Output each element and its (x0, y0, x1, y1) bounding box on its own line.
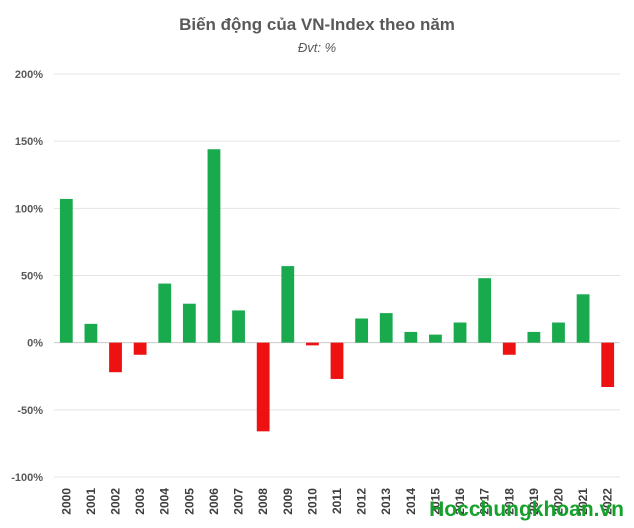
x-category-label: 2002 (109, 488, 123, 515)
x-category-label: 2019 (527, 488, 541, 515)
bar-2001 (84, 323, 98, 343)
x-category-label: 2016 (453, 488, 467, 515)
y-tick-label: 100% (15, 203, 43, 215)
x-category-label: 2009 (281, 488, 295, 515)
bar-2019 (527, 331, 541, 343)
bar-2021 (576, 294, 590, 343)
x-category-label: 2007 (232, 488, 246, 515)
bar-2004 (158, 283, 172, 343)
x-category-label: 2015 (428, 488, 442, 515)
x-category-label: 2001 (84, 488, 98, 515)
x-category-label: 2000 (59, 488, 73, 515)
chart-title: Biến động của VN-Index theo năm (179, 15, 455, 34)
watermark-text: Hocchungkhoan.vn (429, 498, 624, 521)
bar-2000 (59, 198, 73, 343)
bar-2018 (502, 342, 516, 355)
x-category-label: 2018 (502, 488, 516, 515)
y-tick-label: 150% (15, 136, 43, 148)
y-tick-label: -100% (11, 472, 43, 484)
x-category-label: 2017 (478, 488, 492, 515)
bar-2016 (453, 322, 467, 343)
x-category-label: 2004 (158, 488, 172, 515)
y-tick-label: 50% (21, 271, 43, 283)
bar-2002 (109, 342, 122, 373)
x-category-label: 2021 (576, 488, 590, 515)
gridlines (54, 73, 620, 478)
y-tick-label: 200% (15, 69, 43, 81)
bar-2003 (133, 342, 147, 355)
bars (59, 149, 615, 432)
x-category-label: 2011 (330, 488, 344, 514)
bar-2008 (256, 342, 270, 432)
x-category-label: 2003 (133, 488, 147, 515)
bar-2020 (552, 322, 565, 343)
bar-2015 (429, 334, 442, 343)
bar-2006 (207, 149, 221, 343)
x-category-label: 2010 (305, 488, 319, 515)
x-category-label: 2005 (182, 488, 196, 515)
bar-2012 (355, 318, 369, 343)
x-category-label: 2014 (404, 488, 418, 515)
x-category-label: 2020 (551, 488, 565, 515)
bar-2010 (305, 342, 319, 346)
bar-2005 (182, 303, 196, 343)
x-category-label: 2012 (355, 488, 369, 515)
bar-2022 (601, 342, 615, 387)
x-category-label: 2013 (379, 488, 393, 515)
y-tick-label: 0% (27, 338, 43, 350)
x-axis-categories: 2000 2001 2002 2003 2004 2005 2006 2007 2008 2009… (59, 488, 614, 515)
y-axis-ticks: 200% 150% 100% 50% 0% -50% -100% (11, 69, 43, 484)
bar-2017 (478, 278, 492, 343)
bar-2007 (232, 310, 245, 343)
chart-subtitle: Đvt: % (298, 40, 336, 55)
bar-2009 (281, 266, 295, 343)
x-category-label: 2022 (601, 488, 615, 515)
bar-2011 (330, 342, 344, 379)
y-tick-label: -50% (17, 405, 43, 417)
bar-2014 (404, 331, 418, 343)
x-category-label: 2008 (256, 488, 270, 515)
bar-2013 (379, 313, 393, 343)
x-category-label: 2006 (207, 488, 221, 515)
